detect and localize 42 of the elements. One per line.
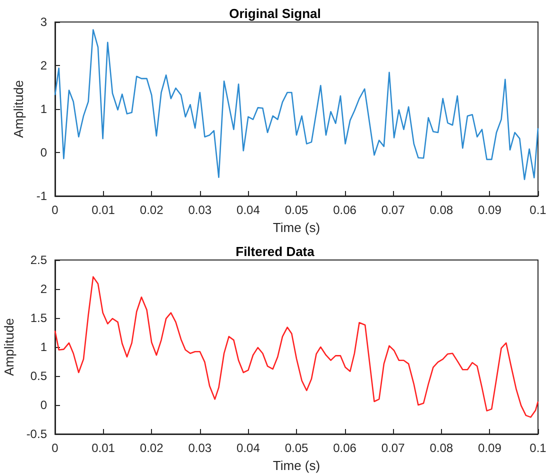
y-tick-label: -0.5	[26, 427, 48, 441]
x-tick-label: 0.06	[333, 203, 357, 217]
y-tick-label: 1	[40, 102, 48, 116]
x-tick-label: 0.05	[284, 441, 308, 455]
x-tick-label: 0.04	[236, 441, 260, 455]
x-axis-title: Time (s)	[272, 458, 320, 473]
x-tick-label: 0.04	[236, 203, 260, 217]
line-series	[54, 29, 539, 180]
x-tick-label: 0.09	[478, 441, 502, 455]
y-tick-label: 0	[40, 398, 48, 412]
y-tick-label: 3	[40, 15, 48, 29]
line-series	[54, 276, 539, 418]
y-tick-label: 0	[40, 146, 48, 160]
x-tick-label: 0.1	[530, 441, 547, 455]
y-tick-label: 1.5	[30, 311, 48, 325]
x-tick-label: 0.07	[381, 203, 406, 217]
x-tick-label: 0.1	[530, 203, 547, 217]
y-tick-label: 1	[40, 340, 48, 354]
y-tick-label: -1	[36, 189, 48, 203]
chart-title: Original Signal	[229, 6, 321, 21]
x-tick-label: 0	[52, 203, 59, 217]
x-tick-label: 0.02	[140, 203, 164, 217]
x-tick-label: 0.03	[188, 441, 212, 455]
chart-title: Filtered Data	[236, 244, 316, 259]
x-tick-label: 0.08	[430, 203, 454, 217]
x-tick-label: 0.08	[430, 441, 454, 455]
y-tick-label: 0.5	[30, 369, 48, 383]
x-axis-title: Time (s)	[272, 220, 320, 235]
x-tick-label: 0.03	[188, 203, 212, 217]
x-tick-label: 0.01	[92, 203, 116, 217]
x-tick-label: 0	[52, 441, 59, 455]
x-tick-label: 0.07	[381, 441, 406, 455]
x-tick-label: 0.05	[284, 203, 308, 217]
y-tick-label: 2	[40, 282, 48, 296]
x-tick-label: 0.06	[333, 441, 357, 455]
x-tick-label: 0.02	[140, 441, 164, 455]
x-tick-label: 0.09	[478, 203, 502, 217]
y-tick-label: 2	[40, 58, 48, 72]
y-tick-label: 2.5	[30, 253, 48, 267]
y-axis-title: Amplitude	[11, 80, 26, 138]
y-axis-title: Amplitude	[1, 318, 16, 376]
x-tick-label: 0.01	[92, 441, 116, 455]
